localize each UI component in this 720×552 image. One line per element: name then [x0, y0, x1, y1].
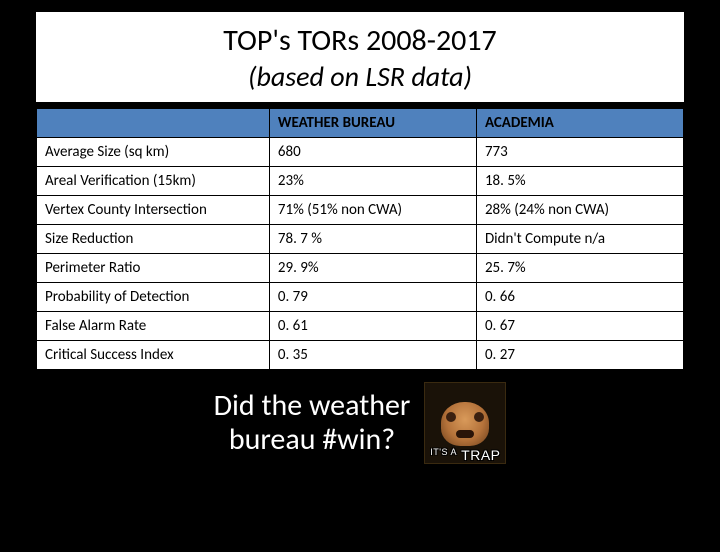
cell-weather-bureau: 0. 35 — [269, 341, 476, 370]
row-label: Size Reduction — [37, 225, 270, 254]
header-academia: ACADEMIA — [476, 109, 683, 138]
footer-line-1: Did the weather — [214, 387, 411, 424]
table-row: Vertex County Intersection71% (51% non C… — [37, 196, 684, 225]
cell-weather-bureau: 680 — [269, 138, 476, 167]
cell-academia: 773 — [476, 138, 683, 167]
footer-question: Did the weather bureau #win? — [214, 389, 411, 458]
table-row: Areal Verification (15km)23%18. 5% — [37, 167, 684, 196]
cell-weather-bureau: 29. 9% — [269, 254, 476, 283]
cell-academia: 28% (24% non CWA) — [476, 196, 683, 225]
table-row: Average Size (sq km)680773 — [37, 138, 684, 167]
table-row: Size Reduction78. 7 %Didn't Compute n/a — [37, 225, 684, 254]
cell-academia: 0. 27 — [476, 341, 683, 370]
table-row: Probability of Detection0. 790. 66 — [37, 283, 684, 312]
table-row: Critical Success Index0. 350. 27 — [37, 341, 684, 370]
title-line-1: TOP's TORs 2008-2017 — [36, 22, 684, 59]
title-line-2: (based on LSR data) — [36, 59, 684, 94]
cell-weather-bureau: 78. 7 % — [269, 225, 476, 254]
row-label: False Alarm Rate — [37, 312, 270, 341]
table-header-row: WEATHER BUREAU ACADEMIA — [37, 109, 684, 138]
row-label: Vertex County Intersection — [37, 196, 270, 225]
trap-caption: IT'S A TRAP — [430, 448, 500, 463]
cell-academia: 0. 66 — [476, 283, 683, 312]
title-block: TOP's TORs 2008-2017 (based on LSR data) — [36, 12, 684, 102]
table-row: False Alarm Rate0. 610. 67 — [37, 312, 684, 341]
cell-academia: Didn't Compute n/a — [476, 225, 683, 254]
ackbar-trap-meme: IT'S A TRAP — [424, 382, 506, 464]
cell-academia: 18. 5% — [476, 167, 683, 196]
row-label: Perimeter Ratio — [37, 254, 270, 283]
row-label: Probability of Detection — [37, 283, 270, 312]
header-weather-bureau: WEATHER BUREAU — [269, 109, 476, 138]
cell-weather-bureau: 23% — [269, 167, 476, 196]
table-row: Perimeter Ratio29. 9%25. 7% — [37, 254, 684, 283]
footer-line-2: bureau #win? — [229, 421, 395, 458]
cell-weather-bureau: 0. 79 — [269, 283, 476, 312]
row-label: Areal Verification (15km) — [37, 167, 270, 196]
row-label: Critical Success Index — [37, 341, 270, 370]
cell-weather-bureau: 0. 61 — [269, 312, 476, 341]
cell-academia: 0. 67 — [476, 312, 683, 341]
comparison-table: WEATHER BUREAU ACADEMIA Average Size (sq… — [36, 108, 684, 370]
cell-weather-bureau: 71% (51% non CWA) — [269, 196, 476, 225]
cell-academia: 25. 7% — [476, 254, 683, 283]
header-blank — [37, 109, 270, 138]
ackbar-face-icon — [441, 402, 489, 446]
row-label: Average Size (sq km) — [37, 138, 270, 167]
footer-row: Did the weather bureau #win? IT'S A TRAP — [0, 382, 720, 464]
